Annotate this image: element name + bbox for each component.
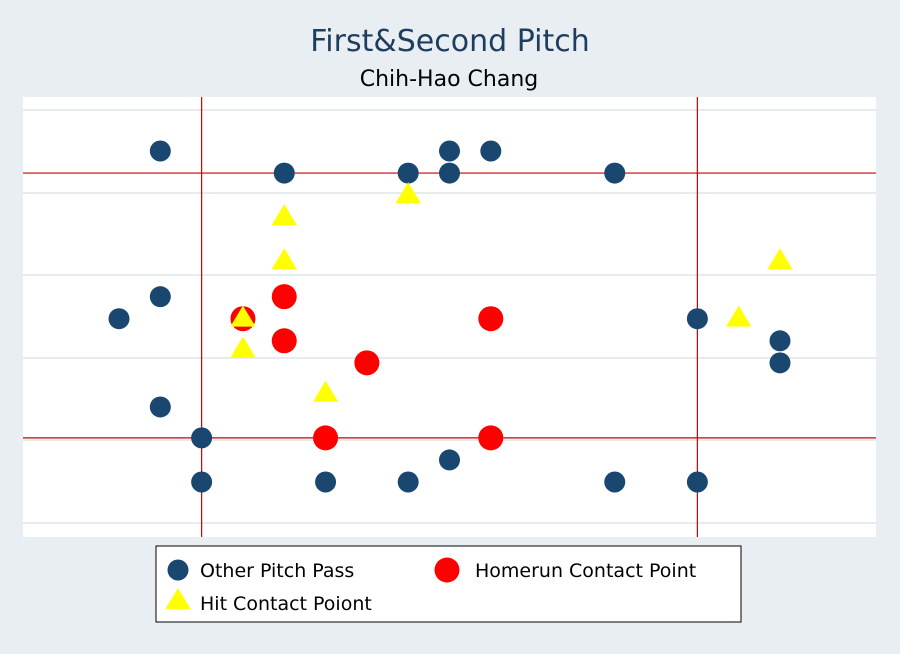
other-pitch-point [604,162,626,184]
hit-point [767,248,793,270]
data-points [108,140,793,493]
homerun-point [478,306,504,332]
hit-point [230,305,256,327]
other-pitch-point [149,140,171,162]
hit-point [271,204,297,226]
other-pitch-point [769,330,791,352]
other-pitch-point [439,162,460,184]
legend: Other Pitch Pass Homerun Contact Point H… [155,545,742,623]
gridlines [23,109,876,524]
other-pitch-point [769,352,791,374]
other-pitch-point [397,162,419,184]
other-pitch-point [315,471,337,493]
chart-title: First&Second Pitch [310,24,590,59]
other-pitch-point [686,471,708,493]
hit-point [312,380,339,402]
homerun-point [354,350,380,376]
legend-marker-other-pitch [167,559,189,581]
other-pitch-point [439,140,460,162]
other-pitch-point [397,471,419,493]
hit-point [726,305,752,327]
other-pitch-point [191,471,213,493]
legend-marker-hit [165,587,191,609]
other-pitch-point [149,286,171,308]
other-pitch-point [191,427,213,449]
homerun-point [271,328,297,354]
other-pitch-point [149,396,171,418]
other-pitch-point [439,449,460,471]
homerun-point [478,425,504,451]
hit-point [271,248,297,270]
homerun-point [313,425,339,451]
legend-label-homerun: Homerun Contact Point [475,560,696,582]
other-pitch-point [108,308,130,330]
other-pitch-point [480,140,502,162]
legend-marker-homerun [434,557,460,583]
chart-subtitle: Chih-Hao Chang [360,67,538,92]
legend-label-other-pitch: Other Pitch Pass [200,560,354,582]
homerun-point [271,284,297,310]
other-pitch-point [686,308,708,330]
hit-point [395,182,421,204]
legend-label-hit: Hit Contact Poiont [200,593,372,615]
hit-point [230,336,256,358]
other-pitch-point [604,471,626,493]
other-pitch-point [273,162,295,184]
